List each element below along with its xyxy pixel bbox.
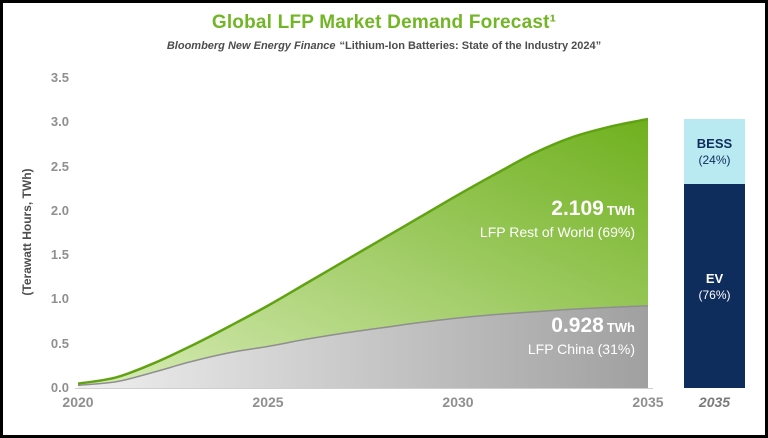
china-label: LFP China (31%): [527, 341, 635, 358]
x-tick-label: 2020: [62, 394, 94, 410]
ev-pct: (76%): [698, 287, 731, 302]
annotation-rest-of-world: 2.109 TWh LFP Rest of World (69%): [333, 196, 635, 242]
chart-title: Global LFP Market Demand Forecast¹: [211, 12, 557, 33]
y-tick-label: 1.5: [50, 247, 69, 263]
row-label: LFP Rest of World (69%): [479, 224, 635, 241]
stacked-area-chart: [78, 117, 648, 388]
bar-segment-ev: EV (76%): [684, 184, 745, 388]
ev-label: EV: [705, 270, 724, 286]
bess-pct: (24%): [698, 153, 731, 167]
y-tick-label: 2.5: [50, 158, 69, 174]
y-axis-label: (Terawatt Hours, TWh): [20, 168, 34, 296]
chart-source: Bloomberg New Energy Finance “Lithium-Ion…: [3, 40, 765, 52]
bar-year-label: 2035: [698, 394, 731, 410]
y-tick-label: 3.0: [50, 114, 69, 130]
x-tick-label: 2030: [442, 394, 474, 410]
annotation-china: 0.928 TWh LFP China (31%): [333, 313, 635, 359]
y-tick-label: 2.0: [50, 202, 69, 218]
source-name: Bloomberg New Energy Finance: [166, 40, 336, 52]
source-report-title: “Lithium-Ion Batteries: State of the Ind…: [339, 40, 602, 52]
row-unit: TWh: [606, 203, 635, 218]
y-tick-label: 1.0: [50, 291, 69, 307]
y-tick-label: 3.5: [50, 70, 69, 85]
china-value: 0.928: [551, 314, 604, 337]
x-tick-label: 2025: [252, 394, 284, 410]
x-tick-label: 2035: [632, 394, 664, 410]
china-unit: TWh: [606, 320, 635, 335]
bess-label: BESS: [696, 136, 733, 151]
row-value: 2.109: [551, 197, 604, 220]
y-tick-label: 0.5: [50, 335, 69, 351]
bar-segment-bess: BESS (24%): [684, 119, 745, 184]
y-tick-label: 0.0: [50, 380, 69, 395]
x-axis-line: [75, 388, 653, 389]
